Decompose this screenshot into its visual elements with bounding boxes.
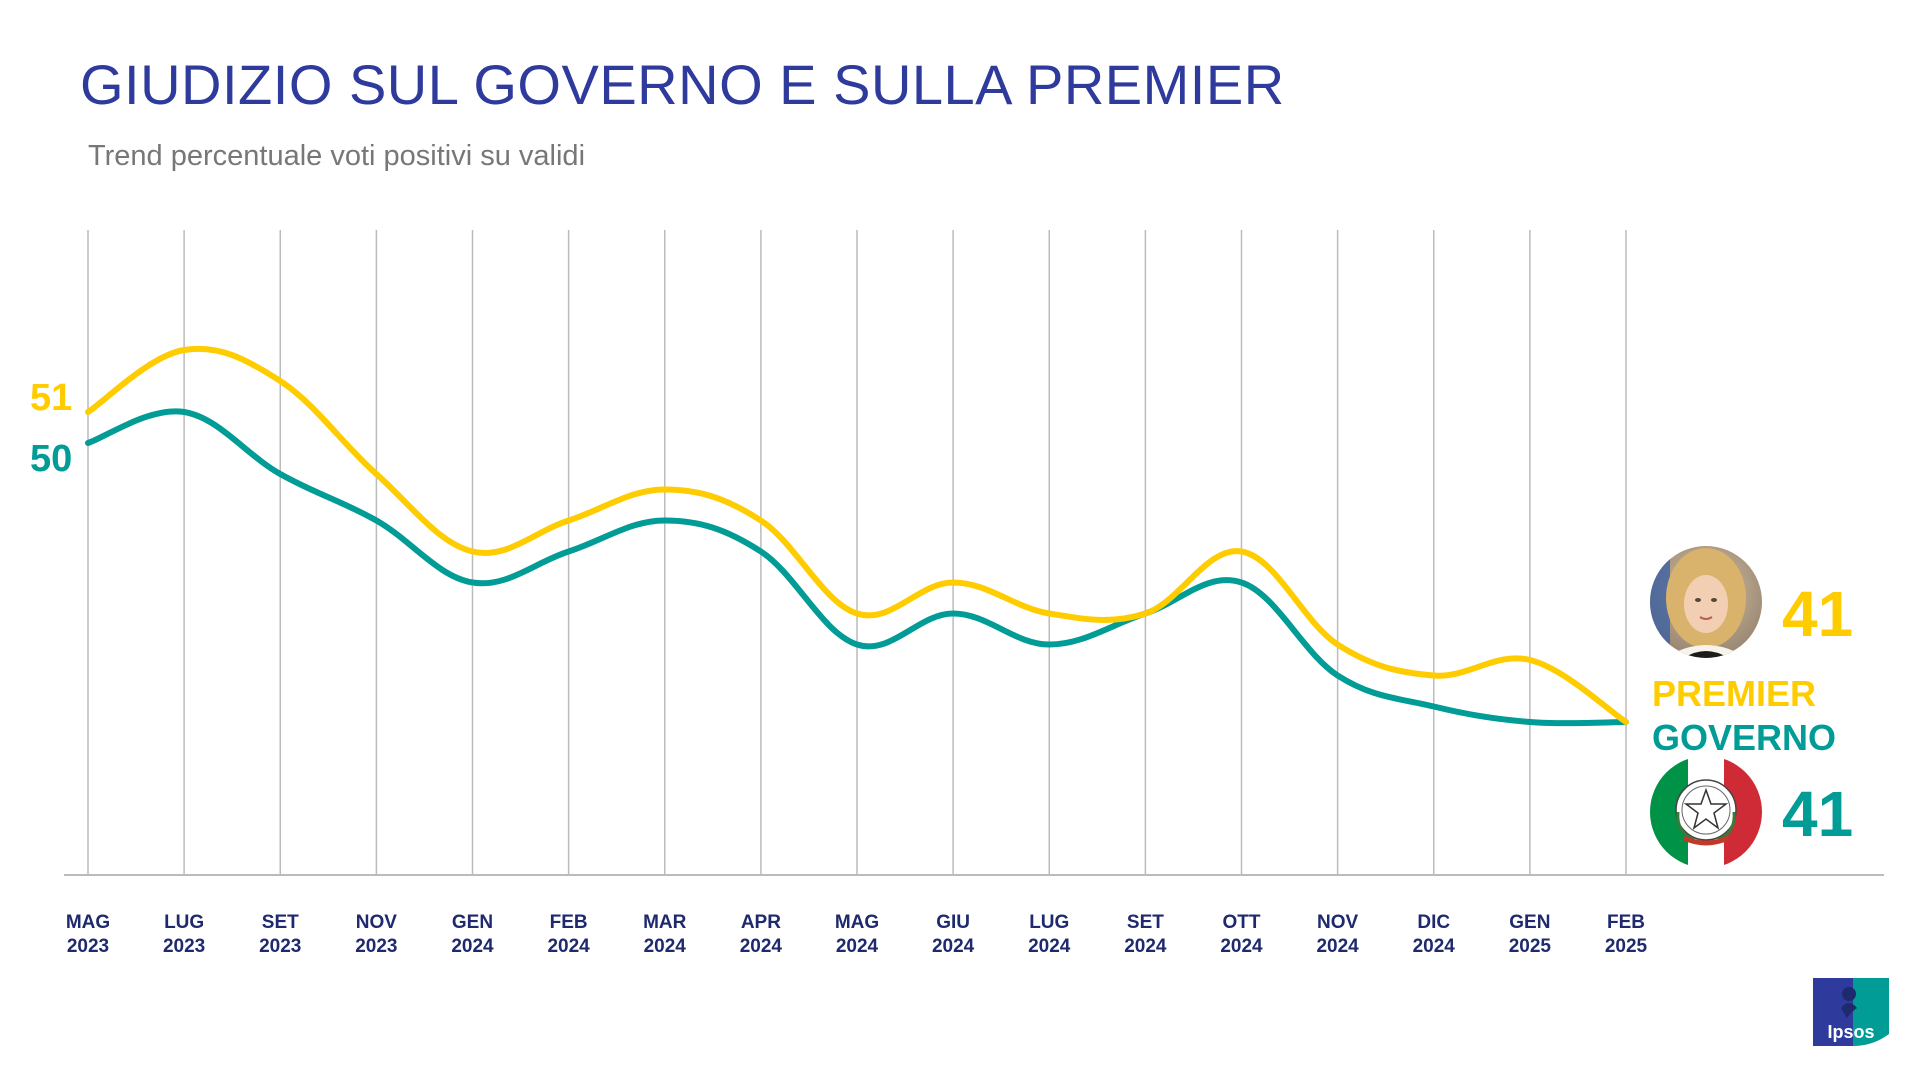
- italian-republic-emblem-icon: [1650, 756, 1762, 868]
- x-tick-label: OTT 2024: [1220, 912, 1263, 957]
- x-tick-label: NOV 2024: [1316, 912, 1359, 957]
- premier-line: [85, 345, 1629, 725]
- x-tick-year: 2024: [1124, 936, 1167, 957]
- x-tick-month: MAG: [66, 912, 110, 933]
- x-tick-month: GIU: [936, 912, 970, 933]
- x-tick-label: MAR 2024: [643, 912, 687, 957]
- x-tick-month: SET: [262, 912, 299, 933]
- x-tick-month: APR: [741, 912, 781, 933]
- x-tick-year: 2024: [932, 936, 975, 957]
- x-axis-tick-labels: MAG 2023 LUG 2023 SET 2023 NOV 2023 GEN 2024 FEB 20…: [66, 912, 1648, 957]
- governo-start-label: 50: [30, 438, 72, 480]
- x-tick-label: NOV 2023: [355, 912, 397, 957]
- x-tick-label: SET 2024: [1124, 912, 1167, 957]
- x-tick-year: 2023: [67, 936, 109, 957]
- x-tick-month: NOV: [1317, 912, 1359, 933]
- start-value-labels: 51 50: [30, 377, 72, 480]
- x-tick-year: 2023: [355, 936, 397, 957]
- x-tick-month: NOV: [356, 912, 398, 933]
- x-tick-month: LUG: [1029, 912, 1069, 933]
- premier-start-label: 51: [30, 377, 72, 419]
- governo-line: [85, 408, 1629, 727]
- premier-legend-label: PREMIER: [1652, 673, 1816, 714]
- x-tick-label: GEN 2024: [451, 912, 494, 957]
- x-tick-label: SET 2023: [259, 912, 301, 957]
- x-tick-label: GIU 2024: [932, 912, 975, 957]
- x-tick-month: MAR: [643, 912, 687, 933]
- x-tick-year: 2024: [1413, 936, 1456, 957]
- x-tick-label: MAG 2024: [835, 912, 879, 957]
- x-tick-year: 2024: [1220, 936, 1263, 957]
- x-tick-year: 2024: [740, 936, 783, 957]
- x-tick-month: SET: [1127, 912, 1164, 933]
- premier-value-label: 41: [1782, 578, 1853, 650]
- page-subtitle: Trend percentuale voti positivi su valid…: [88, 140, 586, 172]
- ipsos-logo-icon: Ipsos: [1813, 978, 1889, 1046]
- x-tick-label: DIC 2024: [1413, 912, 1456, 957]
- x-tick-month: MAG: [835, 912, 879, 933]
- ipsos-logo-text: Ipsos: [1827, 1022, 1874, 1042]
- x-tick-year: 2023: [259, 936, 301, 957]
- x-tick-month: FEB: [1607, 912, 1645, 933]
- governo-legend-label: GOVERNO: [1652, 717, 1836, 758]
- x-tick-label: FEB 2024: [547, 912, 590, 957]
- x-tick-label: GEN 2025: [1509, 912, 1552, 957]
- x-tick-label: APR 2024: [740, 912, 783, 957]
- governo-value-label: 41: [1782, 778, 1853, 850]
- x-tick-year: 2025: [1605, 936, 1648, 957]
- x-tick-year: 2023: [163, 936, 205, 957]
- x-tick-year: 2024: [451, 936, 494, 957]
- x-tick-month: DIC: [1417, 912, 1450, 933]
- grid-lines: [87, 230, 1627, 875]
- x-tick-label: LUG 2023: [163, 912, 205, 957]
- x-tick-label: FEB 2025: [1605, 912, 1648, 957]
- x-tick-month: GEN: [452, 912, 493, 933]
- x-tick-year: 2025: [1509, 936, 1552, 957]
- x-tick-month: GEN: [1509, 912, 1550, 933]
- premier-portrait-icon: [1650, 546, 1762, 658]
- x-tick-year: 2024: [836, 936, 879, 957]
- x-tick-year: 2024: [1316, 936, 1359, 957]
- x-tick-year: 2024: [1028, 936, 1071, 957]
- x-tick-year: 2024: [547, 936, 590, 957]
- x-tick-month: OTT: [1223, 912, 1261, 933]
- chart-legend: 41 PREMIER GOVERNO 41: [1650, 546, 1853, 868]
- page-title: GIUDIZIO SUL GOVERNO E SULLA PREMIER: [80, 53, 1285, 116]
- x-tick-label: MAG 2023: [66, 912, 110, 957]
- x-tick-month: LUG: [164, 912, 204, 933]
- x-tick-label: LUG 2024: [1028, 912, 1071, 957]
- x-tick-month: FEB: [550, 912, 588, 933]
- x-tick-year: 2024: [644, 936, 687, 957]
- series-lines: [85, 345, 1629, 727]
